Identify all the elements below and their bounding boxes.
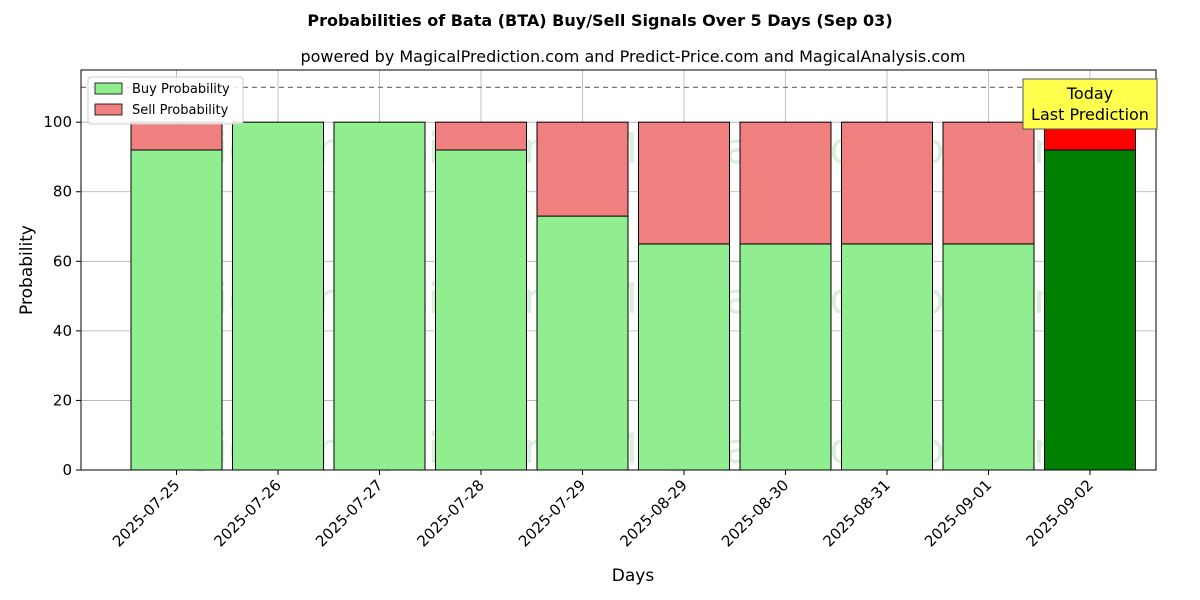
bar-buy	[638, 243, 730, 471]
y-tick-label: 40	[53, 322, 72, 340]
legend-swatch-buy	[94, 82, 123, 95]
x-tick-label: 2025-08-29	[616, 476, 690, 550]
legend-label-sell: Sell Probability	[132, 103, 229, 118]
bar-sell	[942, 121, 1035, 245]
x-axis-label: Days	[612, 566, 655, 586]
y-tick-label: 20	[53, 391, 72, 409]
plot-frame	[80, 69, 1157, 471]
y-axis-label: Probability	[17, 225, 37, 315]
bar-sell	[536, 121, 629, 217]
y-tick-label: 80	[53, 183, 72, 201]
y-axis-ticks: 0 20 40 60 80 100	[43, 113, 81, 479]
x-tick-label: 2025-09-02	[1022, 476, 1096, 550]
x-axis-ticks: 2025-07-25 2025-07-26 2025-07-27 2025-07-28…	[109, 470, 1097, 550]
bar-buy	[435, 149, 527, 471]
bar-sell	[638, 121, 730, 245]
bars	[130, 121, 1136, 471]
bar-sell	[739, 121, 832, 245]
x-tick-label: 2025-07-25	[109, 476, 183, 550]
x-tick-label: 2025-07-26	[210, 476, 284, 550]
bar-buy	[942, 243, 1035, 471]
chart-subtitle: powered by MagicalPrediction.com and Pre…	[300, 47, 965, 66]
annotation-box	[1022, 78, 1158, 130]
bar-buy	[232, 121, 324, 471]
y-tick-label: 0	[62, 461, 72, 479]
legend: Buy Probability Sell Probability	[87, 76, 244, 125]
bar-buy	[1044, 149, 1136, 471]
bar-buy	[536, 215, 629, 471]
bar-sell	[130, 121, 223, 151]
bar-buy	[130, 149, 223, 471]
x-tick-label: 2025-08-31	[819, 476, 893, 550]
bar-buy	[333, 121, 426, 471]
y-tick-label: 100	[43, 113, 72, 131]
today-annotation: Today Last Prediction	[1022, 78, 1158, 130]
y-tick-label: 60	[53, 252, 72, 270]
x-tick-label: 2025-07-29	[515, 476, 589, 550]
bar-sell	[435, 121, 527, 151]
annotation-text: Last Prediction	[1031, 105, 1149, 124]
legend-swatch-sell	[94, 103, 123, 116]
chart-title: Probabilities of Bata (BTA) Buy/Sell Sig…	[307, 11, 892, 30]
x-tick-label: 2025-07-27	[312, 476, 386, 550]
legend-box	[87, 76, 244, 125]
x-tick-label: 2025-08-30	[718, 476, 792, 550]
legend-label-buy: Buy Probability	[132, 82, 230, 97]
x-tick-label: 2025-09-01	[921, 476, 995, 550]
bar-buy	[739, 243, 832, 471]
bar-sell	[841, 121, 933, 245]
bar-buy	[841, 243, 933, 471]
annotation-text: Today	[1066, 84, 1113, 103]
x-tick-label: 2025-07-28	[413, 476, 487, 550]
